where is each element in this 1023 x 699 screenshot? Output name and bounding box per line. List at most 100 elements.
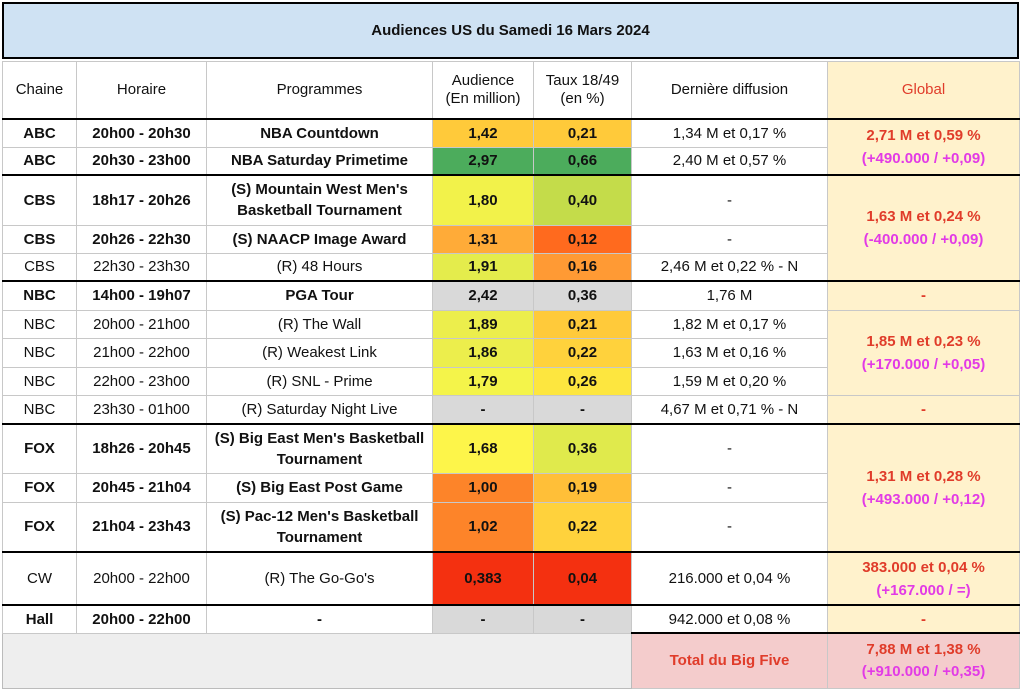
cell-programme: (S) Big East Men's Basketball Tournament <box>206 423 433 474</box>
cell-taux: 0,36 <box>533 423 632 474</box>
header-row: Chaine Horaire Programmes Audience (En mi… <box>2 61 1020 120</box>
cell-horaire: 20h00 - 20h30 <box>76 118 207 148</box>
cell-taux: 0,04 <box>533 551 632 606</box>
cell-chaine: ABC <box>2 118 77 148</box>
cell-chaine: NBC <box>2 280 77 311</box>
cell-programme: PGA Tour <box>206 280 433 311</box>
cell-taux: 0,21 <box>533 118 632 148</box>
table-row: NBC 23h30 - 01h00 (R) Saturday Night Liv… <box>2 394 1020 425</box>
cell-derniere: 1,82 M et 0,17 % <box>631 309 828 339</box>
cell-horaire: 23h30 - 01h00 <box>76 394 207 425</box>
header-programmes: Programmes <box>206 61 433 120</box>
cell-chaine: Hall <box>2 604 77 634</box>
cell-programme: (R) Saturday Night Live <box>206 394 433 425</box>
cell-taux: - <box>533 604 632 634</box>
page-title: Audiences US du Samedi 16 Mars 2024 <box>2 2 1019 59</box>
cell-programme: (S) Big East Post Game <box>206 472 433 503</box>
cell-derniere: 216.000 et 0,04 % <box>631 551 828 606</box>
cell-programme: (R) Weakest Link <box>206 337 433 368</box>
global-abc-line2: (+490.000 / +0,09) <box>861 150 986 167</box>
cell-horaire: 20h00 - 21h00 <box>76 309 207 339</box>
cell-audience: 2,42 <box>432 280 534 311</box>
header-derniere: Dernière diffusion <box>631 61 828 120</box>
table-row: NBC 21h00 - 22h00 (R) Weakest Link 1,86 … <box>2 337 1020 368</box>
cell-audience: 1,80 <box>432 174 534 226</box>
cell-horaire: 21h04 - 23h43 <box>76 501 207 553</box>
cell-programme: (R) The Wall <box>206 309 433 339</box>
cell-taux: 0,26 <box>533 366 632 396</box>
cell-taux: 0,22 <box>533 501 632 553</box>
global-hall: - <box>827 604 1020 634</box>
cell-horaire: 20h00 - 22h00 <box>76 604 207 634</box>
cell-programme: (S) Pac-12 Men's Basketball Tournament <box>206 501 433 553</box>
cell-horaire: 21h00 - 22h00 <box>76 337 207 368</box>
global-fox-line1: 1,31 M et 0,28 % <box>866 468 981 485</box>
cell-derniere: - <box>631 423 828 474</box>
header-audience: Audience (En million) <box>432 61 534 120</box>
cell-taux: 0,19 <box>533 472 632 503</box>
cell-taux: 0,36 <box>533 280 632 311</box>
cell-audience: 1,79 <box>432 366 534 396</box>
cell-derniere: - <box>631 224 828 254</box>
cell-taux: 0,66 <box>533 146 632 176</box>
header-horaire: Horaire <box>76 61 207 120</box>
global-nbc-prime-line1: 1,85 M et 0,23 % <box>866 332 981 350</box>
cell-chaine: FOX <box>2 423 77 474</box>
header-audience-l2: (En million) <box>445 90 521 107</box>
table-row: ABC 20h30 - 23h00 NBA Saturday Primetime… <box>2 146 1020 176</box>
cell-audience: 1,02 <box>432 501 534 553</box>
cell-chaine: NBC <box>2 366 77 396</box>
footer-spacer <box>2 632 632 689</box>
global-nbc-snl: - <box>827 394 1020 425</box>
cell-audience: - <box>432 394 534 425</box>
global-fox: 1,31 M et 0,28 % (+493.000 / +0,12) <box>827 423 1020 553</box>
global-abc-line1: 2,71 M et 0,59 % <box>866 127 981 144</box>
header-taux: Taux 18/49 (en %) <box>533 61 632 120</box>
cell-taux: 0,12 <box>533 224 632 254</box>
table-row: CBS 20h26 - 22h30 (S) NAACP Image Award … <box>2 224 1020 254</box>
cell-audience: 1,91 <box>432 252 534 282</box>
cell-taux: - <box>533 394 632 425</box>
table-row: CBS 18h17 - 20h26 (S) Mountain West Men'… <box>2 174 1020 282</box>
cell-taux: 0,16 <box>533 252 632 282</box>
header-taux-l1: Taux 18/49 <box>545 72 620 89</box>
cell-audience: 1,68 <box>432 423 534 474</box>
cell-horaire: 20h00 - 22h00 <box>76 551 207 606</box>
table-row: FOX 18h26 - 20h45 (S) Big East Men's Bas… <box>2 423 1020 553</box>
table-row: CW 20h00 - 22h00 (R) The Go-Go's 0,383 0… <box>2 551 1020 606</box>
cell-horaire: 20h26 - 22h30 <box>76 224 207 254</box>
cell-derniere: 942.000 et 0,08 % <box>631 604 828 634</box>
cell-derniere: 2,46 M et 0,22 % - N <box>631 252 828 282</box>
global-cbs-line2: (-400.000 / +0,09) <box>863 231 984 248</box>
cell-programme: NBA Countdown <box>206 118 433 148</box>
cell-chaine: FOX <box>2 472 77 503</box>
global-abc: 2,71 M et 0,59 % (+490.000 / +0,09) <box>827 118 1020 176</box>
cell-derniere: - <box>631 174 828 226</box>
table-row: FOX 20h45 - 21h04 (S) Big East Post Game… <box>2 472 1020 503</box>
cell-horaire: 22h00 - 23h00 <box>76 366 207 396</box>
cell-horaire: 18h26 - 20h45 <box>76 423 207 474</box>
cell-audience: 1,00 <box>432 472 534 503</box>
header-chaine: Chaine <box>2 61 77 120</box>
cell-chaine: NBC <box>2 309 77 339</box>
global-nbc-prime: 1,85 M et 0,23 % (+170.000 / +0,05) <box>827 309 1020 396</box>
global-fox-line2: (+493.000 / +0,12) <box>861 491 986 508</box>
cell-taux: 0,21 <box>533 309 632 339</box>
cell-programme: (R) The Go-Go's <box>206 551 433 606</box>
cell-derniere: - <box>631 501 828 553</box>
cell-programme: (S) NAACP Image Award <box>206 224 433 254</box>
table-row: NBC 20h00 - 21h00 (R) The Wall 1,89 0,21… <box>2 309 1020 396</box>
table-row: Hall 20h00 - 22h00 - - - 942.000 et 0,08… <box>2 604 1020 634</box>
table-row: FOX 21h04 - 23h43 (S) Pac-12 Men's Baske… <box>2 501 1020 553</box>
footer-total-label: Total du Big Five <box>631 632 828 689</box>
cell-chaine: CBS <box>2 252 77 282</box>
header-audience-l1: Audience <box>451 72 515 89</box>
cell-taux: 0,40 <box>533 174 632 226</box>
global-cw: 383.000 et 0,04 % (+167.000 / =) <box>827 551 1020 606</box>
cell-horaire: 14h00 - 19h07 <box>76 280 207 311</box>
cell-audience: 1,89 <box>432 309 534 339</box>
cell-derniere: 1,34 M et 0,17 % <box>631 118 828 148</box>
cell-audience: 0,383 <box>432 551 534 606</box>
global-cbs: 1,63 M et 0,24 % (-400.000 / +0,09) <box>827 174 1020 282</box>
cell-audience: - <box>432 604 534 634</box>
